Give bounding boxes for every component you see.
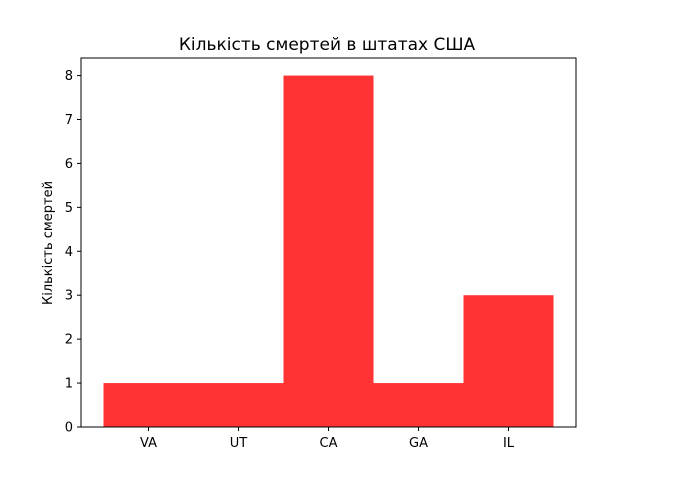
bars-group <box>103 75 554 428</box>
bar-il <box>463 295 554 427</box>
bar-ga <box>373 383 464 427</box>
y-tick-label: 1 <box>65 377 73 392</box>
x-tick-label-va: VA <box>140 436 157 451</box>
y-axis-label: Кількість смертей <box>41 181 56 305</box>
x-tick-label-ga: GA <box>409 436 428 451</box>
x-tick-label-ut: UT <box>230 436 248 451</box>
bar-ut <box>193 383 284 427</box>
y-tick-label: 0 <box>65 421 73 436</box>
y-tick-label: 2 <box>65 333 73 348</box>
y-tick-label: 8 <box>65 69 73 84</box>
x-tick-label-il: IL <box>503 436 515 451</box>
x-tick-label-ca: CA <box>320 436 338 451</box>
y-axis-ticks: 0 1 2 3 4 5 6 7 8 <box>65 69 81 436</box>
x-axis-ticks: VA UT CA GA IL <box>140 427 515 451</box>
bar-ca <box>283 75 374 428</box>
y-tick-label: 4 <box>65 245 73 260</box>
plot-frame <box>80 57 577 428</box>
y-tick-label: 7 <box>65 113 73 128</box>
y-tick-label: 5 <box>65 201 73 216</box>
chart-title: Кількість смертей в штатах США <box>179 35 476 55</box>
bar-va <box>103 383 194 427</box>
y-tick-label: 3 <box>65 289 73 304</box>
y-tick-label: 6 <box>65 157 73 172</box>
